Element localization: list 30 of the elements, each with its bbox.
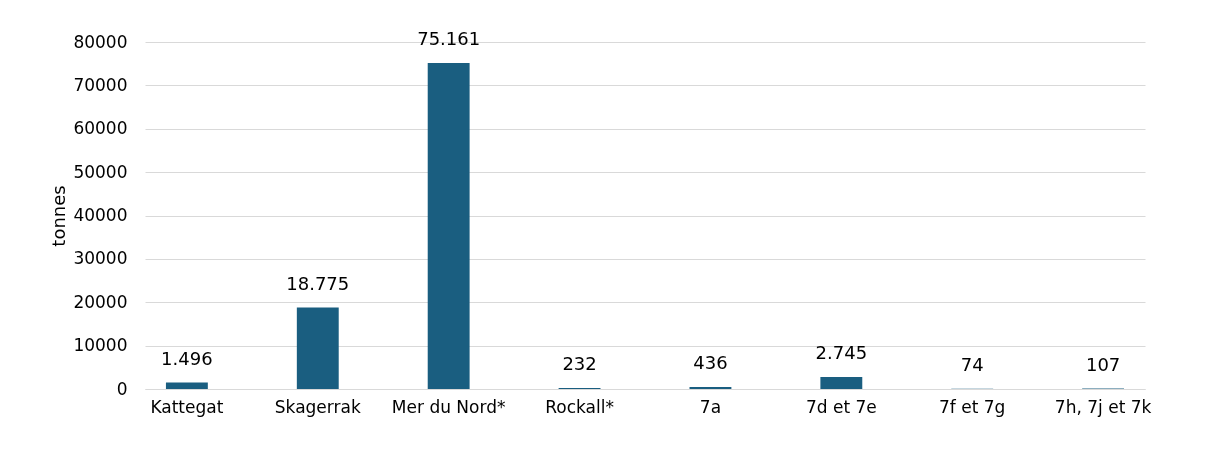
- bar: [820, 377, 863, 389]
- data-label: 1.496: [161, 347, 213, 369]
- x-tick-label: Kattegat: [150, 396, 224, 417]
- y-tick-label: 0: [116, 378, 128, 399]
- y-tick-label: 40000: [73, 205, 128, 225]
- x-tick-label: Skagerrak: [274, 396, 361, 417]
- data-label: 232: [562, 352, 597, 374]
- bar: [296, 307, 339, 389]
- data-label: 2.745: [815, 342, 868, 364]
- y-tick-label: 20000: [73, 291, 128, 312]
- data-label: 18.775: [286, 272, 350, 294]
- data-label: 75.161: [417, 27, 481, 49]
- y-axis-title: tonnes: [48, 185, 70, 247]
- data-label: 74: [960, 353, 984, 375]
- data-label: 107: [1085, 353, 1121, 375]
- x-tick-label: 7f et 7g: [939, 396, 1006, 417]
- x-tick-label: Rockall*: [545, 396, 614, 417]
- data-label: 436: [693, 352, 728, 374]
- x-tick-label: Mer du Nord*: [391, 396, 506, 417]
- y-tick-label: 30000: [73, 248, 128, 269]
- x-tick-label: 7d et 7e: [805, 396, 877, 417]
- y-tick-label: 10000: [73, 335, 128, 356]
- x-tick-label: 7a: [699, 396, 722, 417]
- y-tick-label: 70000: [73, 74, 128, 95]
- y-tick-label: 80000: [73, 31, 128, 52]
- y-tick-label: 60000: [73, 118, 128, 139]
- y-tick-label: 50000: [73, 161, 128, 182]
- bar: [427, 62, 470, 389]
- x-tick-label: 7h, 7j et 7k: [1054, 396, 1152, 417]
- bar: [165, 382, 208, 389]
